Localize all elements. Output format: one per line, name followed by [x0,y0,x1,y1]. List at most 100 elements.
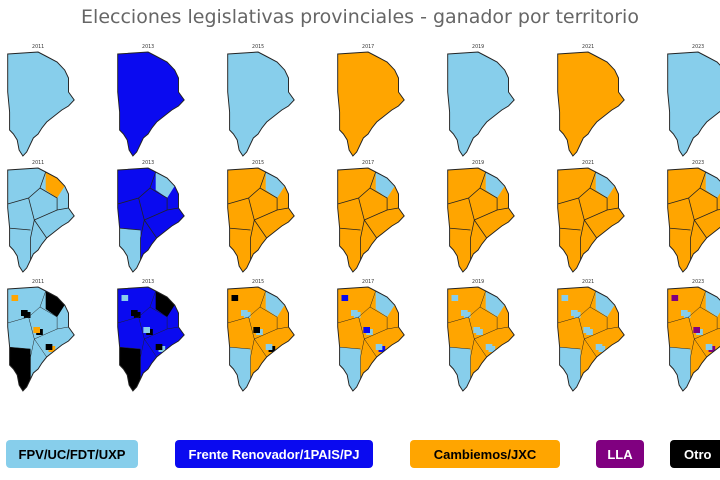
seccion-border [28,197,35,260]
seccion-border [557,227,581,231]
seccion-border [7,346,31,350]
province-outline [117,167,185,273]
year-label: 2023 [692,44,704,50]
map-seccion-2015: 2015 [227,160,295,273]
municipio-patch [500,363,508,369]
year-label: 2023 [692,160,704,166]
seccion-border [479,306,498,329]
seccion-border [447,171,487,205]
seccion-border [364,338,377,358]
seccion-border [259,187,278,210]
legend-cambiemos-label: Cambiemos/JXC [433,446,537,462]
seccion-border [363,219,377,239]
seccion-border [34,338,47,358]
map-municipio-2015: 2015 [227,279,295,392]
seccion-border [149,306,168,329]
municipio-patch [143,327,150,333]
seccion-border [369,187,388,210]
seccion-border [474,338,487,358]
municipio-patch [341,295,349,301]
province-fill [667,168,720,272]
map-provincia-2011: 2011 [7,44,75,157]
year-label: 2011 [32,44,44,50]
minority-area [595,172,615,198]
year-label: 2019 [472,279,484,285]
seccion-border [227,346,251,350]
seccion-border [227,171,267,205]
seccion-border [248,197,255,260]
municipio-patch [278,361,285,367]
municipio-patch [671,295,679,301]
seccion-border [7,290,46,324]
seccion-border [699,306,718,329]
seccion-border [227,227,251,231]
year-label: 2015 [252,279,264,285]
municipio-patch [155,344,163,350]
seccion-border [337,171,377,205]
seccion-border [117,346,141,350]
map-municipio-2011: 2011 [7,279,75,392]
seccion-border [473,219,487,239]
seccion-border [254,338,267,358]
municipio-patch [131,310,138,316]
year-label: 2017 [362,44,374,50]
map-provincia-2023: 2023 [667,44,720,157]
map-municipio-2019: 2019 [447,279,515,392]
municipio-patch [375,344,383,350]
seccion-border [117,227,141,231]
province-fill [227,52,295,156]
minority-area [265,172,285,198]
legend-fpv: FPV/UC/FDT/UXP [6,440,138,468]
seccion-border [28,316,35,379]
province-fill [337,52,405,156]
municipio-patch [231,295,239,301]
map-provincia-2021: 2021 [557,44,625,157]
province-outline [557,167,625,273]
province-fill [7,52,75,156]
seccion-border [369,306,388,329]
municipio-patch [561,295,569,301]
map-seccion-2013: 2013 [117,160,185,273]
seccion-border [358,197,365,260]
municipio-patch [610,363,618,369]
municipio-patch [45,344,53,350]
seccion-border [468,316,475,379]
year-label: 2011 [32,160,44,166]
seccion-border [138,197,145,260]
province-outline [667,286,720,392]
province-fill [557,52,625,156]
municipio-patch [241,310,248,316]
municipio-patch [58,361,65,367]
municipio-patch [693,327,700,333]
municipio-patch [681,310,688,316]
year-label: 2021 [582,160,594,166]
seccion-border [143,219,157,239]
seccion-border [589,187,608,210]
legend-lla: LLA [596,440,644,468]
map-municipio-2013: 2013 [117,279,185,392]
year-label: 2023 [692,279,704,285]
seccion-border [227,290,266,324]
municipio-patch [498,361,505,367]
seccion-border [358,316,365,379]
province-outline [117,286,185,392]
year-label: 2019 [472,160,484,166]
seccion-border [253,219,267,239]
year-label: 2013 [142,279,154,285]
seccion-border [667,227,691,231]
seccion-border [39,306,58,329]
seccion-border [693,219,707,239]
year-label: 2015 [252,160,264,166]
minority-area [595,291,615,317]
seccion-border [259,306,278,329]
seccion-border [337,227,361,231]
seccion-border [337,346,361,350]
seccion-border [117,290,156,324]
seccion-border [468,197,475,260]
year-label: 2015 [252,44,264,50]
seccion-border [557,171,597,205]
seccion-border [667,346,691,350]
minority-area [155,291,175,317]
municipio-patch [451,295,459,301]
minority-area [45,291,65,317]
